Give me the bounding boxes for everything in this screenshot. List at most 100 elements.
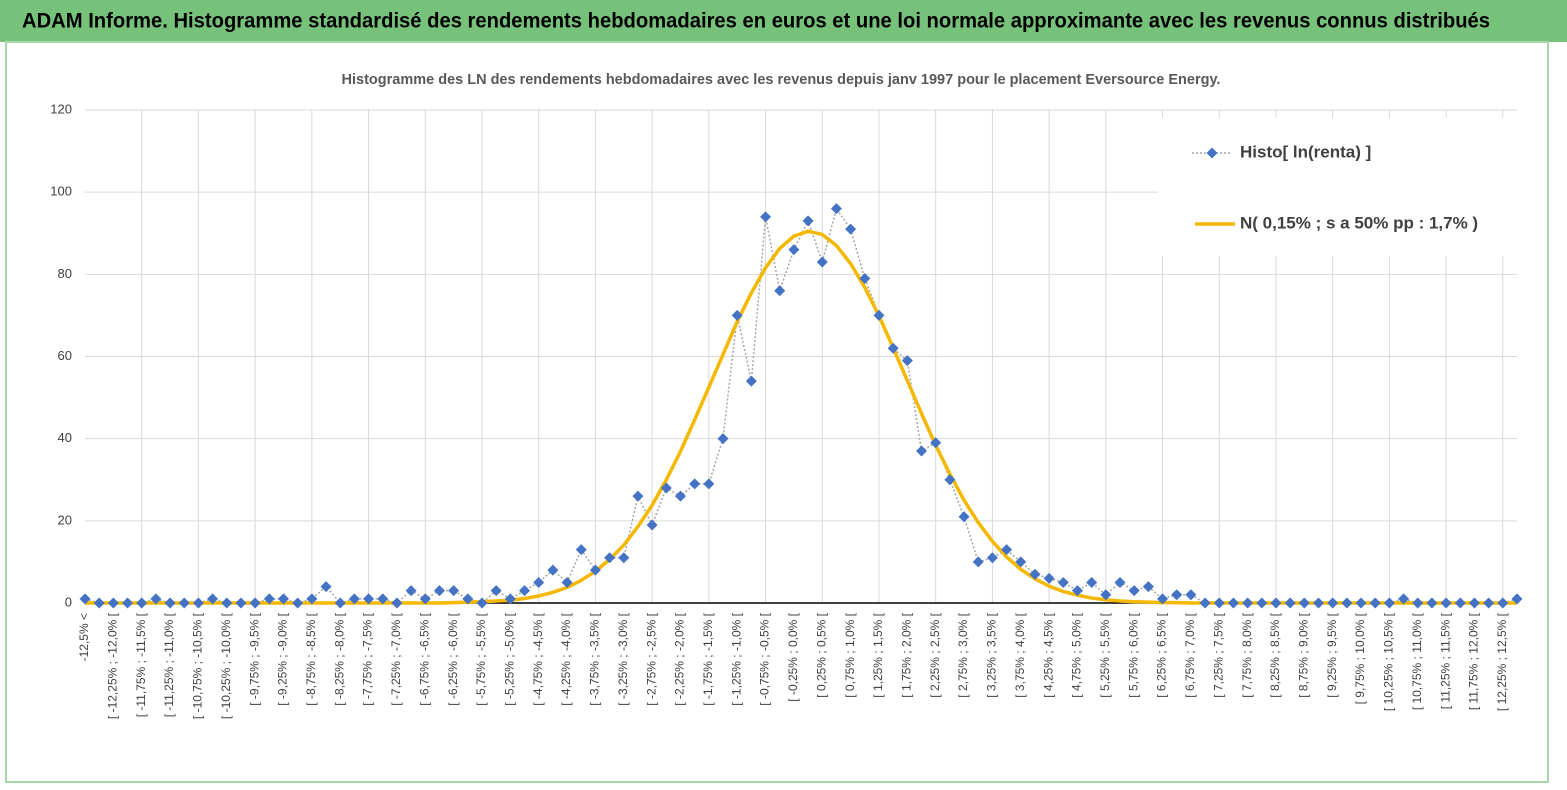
grid [85, 109, 1517, 604]
histo-point [490, 585, 502, 597]
histo-point [1511, 593, 1523, 605]
x-tick-label: [ 4,25% ; 4,5% [ [1041, 612, 1055, 697]
histo-point [901, 355, 913, 367]
histo-point [958, 511, 970, 523]
histo-point [589, 564, 601, 576]
histo-point [334, 597, 346, 609]
histo-point [731, 309, 743, 321]
histo-point [930, 437, 942, 449]
histo-point [1298, 597, 1310, 609]
y-tick-label: 20 [58, 512, 72, 527]
histo-point [136, 597, 148, 609]
histo-point [745, 375, 757, 387]
y-tick-label: 100 [50, 184, 72, 199]
histo-point [1128, 585, 1140, 597]
histo-point [986, 552, 998, 564]
x-tick-label: [ -10,75% ; -10,5% [ [191, 612, 205, 719]
header-title: ADAM Informe. Histogramme standardisé de… [22, 10, 1490, 33]
histo-point [150, 593, 162, 605]
x-tick-label: [ 7,75% ; 8,0% [ [1240, 612, 1254, 697]
x-tick-label: [ -5,25% ; -5,0% [ [503, 612, 517, 705]
histo-point [604, 552, 616, 564]
histo-point [561, 576, 573, 588]
histo-point [646, 519, 658, 531]
x-tick-label: -12,5% < [77, 613, 91, 661]
histo-point [107, 597, 119, 609]
x-tick-label: [ -3,75% ; -3,5% [ [588, 612, 602, 705]
histo-point [674, 490, 686, 502]
histo-point [391, 597, 403, 609]
histo-point [802, 215, 814, 227]
histo-point [1227, 597, 1239, 609]
histo-point [122, 597, 134, 609]
histo-point [1440, 597, 1452, 609]
x-tick-label: [ 9,75% ; 10,0% [ [1353, 612, 1367, 704]
histo-point [845, 223, 857, 235]
histo-point [816, 256, 828, 268]
histo-point [433, 585, 445, 597]
x-tick-label: [ -6,25% ; -6,0% [ [446, 612, 460, 705]
histo-point [263, 593, 275, 605]
x-tick-label: [ 1,75% ; 2,0% [ [900, 612, 914, 697]
x-tick-label: [ 11,25% ; 11,5% [ [1438, 612, 1452, 709]
x-tick-label: [ 2,75% ; 3,0% [ [956, 612, 970, 697]
x-tick-label: [ 12,25% ; 12,5% [ [1495, 612, 1509, 711]
histo-point [1242, 597, 1254, 609]
histo-point [306, 593, 318, 605]
histo-point [405, 585, 417, 597]
histo-point [1412, 597, 1424, 609]
histo-point [1185, 589, 1197, 601]
legend-marker [1206, 147, 1218, 159]
x-tick-label: [ -1,75% ; -1,5% [ [701, 612, 715, 705]
legend-label: Histo[ ln(renta) ] [1240, 142, 1371, 161]
histo-point [944, 474, 956, 486]
histo-point [1426, 597, 1438, 609]
x-tick-label: [ 11,75% ; 12,0% [ [1467, 612, 1481, 710]
x-tick-label: [ -11,75% ; -11,5% [ [134, 612, 148, 717]
header-bar [0, 0, 1567, 42]
x-tick-label: [ -7,25% ; -7,0% [ [389, 612, 403, 705]
histo-point [504, 593, 516, 605]
x-tick-label: [ 3,25% ; 3,5% [ [985, 612, 999, 697]
x-tick-label: [ 6,75% ; 7,0% [ [1183, 612, 1197, 697]
histo-point [632, 490, 644, 502]
y-tick-label: 60 [58, 348, 72, 363]
histo-point [221, 597, 233, 609]
x-tick-label: [ 9,25% ; 9,5% [ [1325, 612, 1339, 697]
x-tick-label: [ -1,25% ; -1,0% [ [729, 612, 743, 705]
legend-label: N( 0,15% ; s a 50% pp : 1,7% ) [1240, 213, 1478, 232]
x-tick-label: [ -11,25% ; -11,0% [ [162, 612, 176, 717]
histo-point [448, 585, 460, 597]
histo-point [192, 597, 204, 609]
x-tick-label: [ -12,25% ; -12,0% [ [106, 612, 120, 719]
histo-point [79, 593, 91, 605]
y-tick-label: 80 [58, 266, 72, 281]
x-tick-label: [ 1,25% ; 1,5% [ [871, 612, 885, 697]
histo-point [1284, 597, 1296, 609]
x-tick-label: [ 0,75% ; 1,0% [ [843, 612, 857, 697]
histo-point [1057, 576, 1069, 588]
histo-point [519, 585, 531, 597]
histo-point [1199, 597, 1211, 609]
x-tick-label: [ -9,75% ; -9,5% [ [247, 612, 261, 705]
histo-point [689, 478, 701, 490]
histo-point [547, 564, 559, 576]
histo-point [93, 597, 105, 609]
x-tick-label: [ -4,25% ; -4,0% [ [559, 612, 573, 705]
histo-point [1369, 597, 1381, 609]
x-tick-label: [ -3,25% ; -3,0% [ [616, 612, 630, 705]
histo-point [717, 433, 729, 445]
y-tick-label: 40 [58, 430, 72, 445]
histo-point [1171, 589, 1183, 601]
x-tick-label: [ 6,25% ; 6,5% [ [1155, 612, 1169, 697]
histo-point [1468, 597, 1480, 609]
histo-point [1355, 597, 1367, 609]
x-tick-label: [ 7,25% ; 7,5% [ [1211, 612, 1225, 697]
histo-point [348, 593, 360, 605]
x-tick-label: [ 0,25% ; 0,5% [ [814, 612, 828, 697]
x-tick-label: [ 8,25% ; 8,5% [ [1268, 612, 1282, 697]
histo-point [164, 597, 176, 609]
histo-point [1071, 585, 1083, 597]
histo-point [760, 211, 772, 223]
